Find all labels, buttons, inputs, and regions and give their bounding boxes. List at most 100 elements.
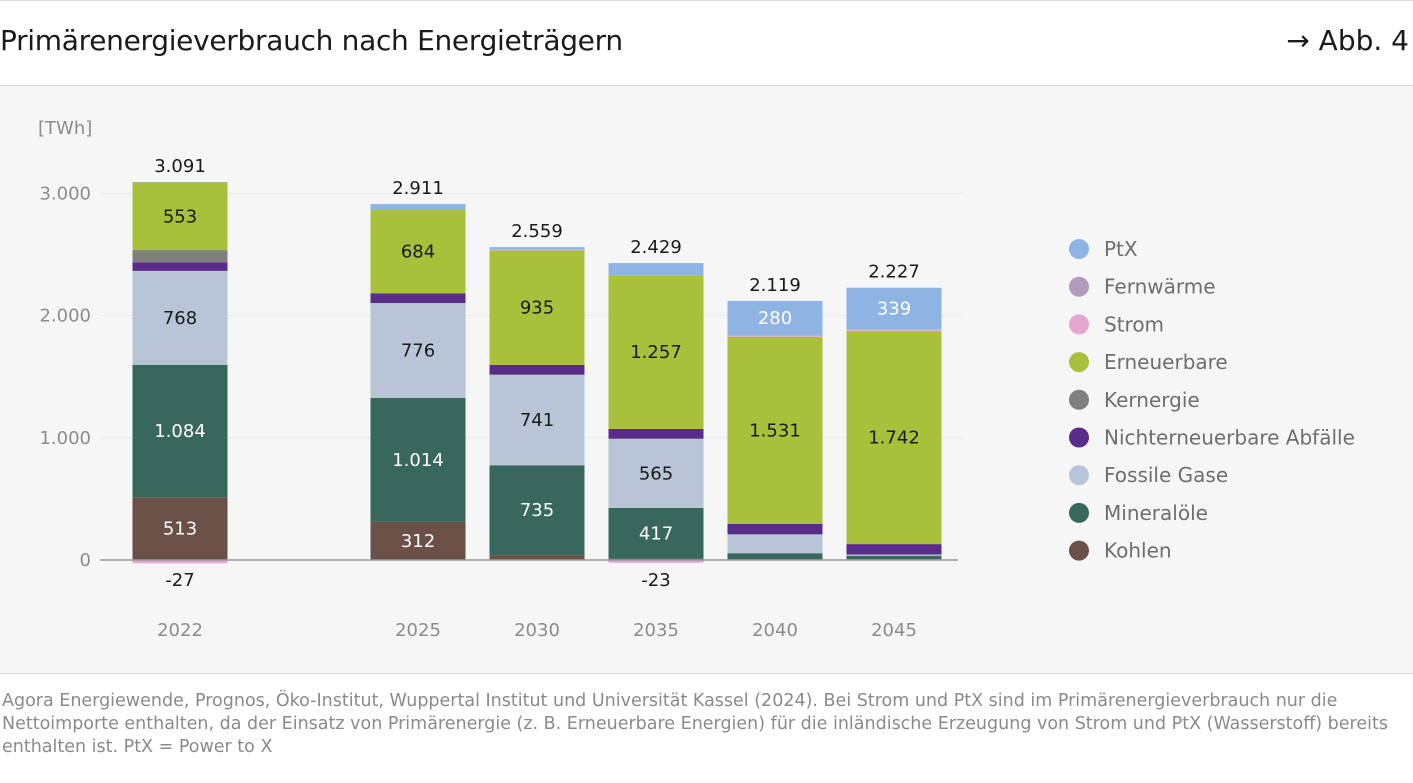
bar-segment: [846, 287, 942, 330]
x-tick-label: 2030: [514, 620, 560, 641]
x-tick-label: 2040: [752, 620, 798, 641]
bar-segment: [370, 293, 466, 304]
bar-segment: [727, 300, 823, 336]
bar-segment: [132, 270, 228, 365]
bar-segment: [846, 554, 942, 556]
x-tick-label: 2045: [871, 620, 917, 641]
legend-swatch: [1069, 465, 1089, 486]
segment-label: 553: [163, 206, 197, 227]
legend-label: Fernwärme: [1104, 275, 1216, 299]
bar-segment: [608, 507, 704, 559]
chart-panel: [0, 85, 1413, 674]
legend-swatch: [1069, 314, 1089, 335]
bar-segment: [727, 336, 823, 524]
segment-label: 1.014: [392, 450, 444, 471]
segment-label: 417: [639, 523, 673, 544]
legend-label: Mineralöle: [1104, 501, 1208, 525]
segment-label: 513: [163, 519, 197, 540]
total-label: 2.429: [630, 237, 682, 258]
legend-swatch: [1069, 427, 1089, 448]
negative-label: -23: [641, 570, 670, 591]
bar-segment: [132, 262, 228, 271]
figure-reference[interactable]: → Abb. 4: [1286, 24, 1409, 57]
segment-label: 741: [520, 410, 554, 431]
segment-label: 684: [401, 241, 435, 262]
bar-segment: [608, 560, 704, 563]
bar-segment: [727, 523, 823, 535]
segment-label: 1.742: [868, 428, 920, 449]
bar-segment: [727, 534, 823, 554]
segment-label: 1.257: [630, 342, 682, 363]
bar-segment: [489, 364, 585, 375]
bar-segment: [846, 331, 942, 545]
segment-label: 768: [163, 308, 197, 329]
segment-label: 735: [520, 500, 554, 521]
legend-swatch: [1069, 276, 1089, 297]
bar-segment: [489, 555, 585, 560]
y-tick-label: 1.000: [39, 428, 91, 449]
legend-label: Nichterneuerbare Abfälle: [1104, 426, 1355, 450]
bar-segment: [846, 544, 942, 555]
legend-swatch: [1069, 389, 1089, 410]
negative-label: -27: [165, 570, 194, 591]
legend-swatch: [1069, 540, 1089, 561]
y-tick-label: 2.000: [39, 306, 91, 327]
bar-segment: [727, 335, 823, 336]
legend-swatch: [1069, 502, 1089, 523]
bar-segment: [489, 249, 585, 251]
bar-segment: [489, 465, 585, 556]
legend-label: PtX: [1104, 237, 1138, 261]
legend-swatch: [1069, 352, 1089, 373]
segment-label: 1.531: [749, 420, 801, 441]
x-tick-label: 2035: [633, 620, 679, 641]
bar-segment: [489, 247, 585, 250]
bar-segment: [370, 204, 466, 210]
segment-label: 776: [401, 340, 435, 361]
bar-segment: [846, 329, 942, 330]
bar-segment: [370, 521, 466, 560]
bar-segment: [132, 182, 228, 251]
bar-segment: [132, 497, 228, 560]
bar-segment: [132, 364, 228, 498]
segment-label: 935: [520, 298, 554, 319]
legend-label: Strom: [1104, 312, 1164, 336]
y-tick-label: 0: [80, 550, 91, 571]
bar-segment: [727, 335, 823, 337]
legend-label: Kernergie: [1104, 388, 1200, 412]
bar-segment: [370, 397, 466, 522]
unit-label: [TWh]: [38, 118, 92, 139]
segment-label: 339: [877, 298, 911, 319]
bar-segment: [489, 250, 585, 365]
bar-segment: [132, 250, 228, 263]
legend-label: Fossile Gase: [1104, 463, 1228, 487]
x-tick-label: 2022: [157, 620, 203, 641]
legend-label: Erneuerbare: [1104, 350, 1228, 374]
bar-segment: [370, 209, 466, 294]
chart-title: Primärenergieverbrauch nach Energieträge…: [0, 24, 623, 57]
source-note: Agora Energiewende, Prognos, Öko-Institu…: [2, 691, 1388, 757]
total-label: 2.227: [868, 262, 920, 283]
y-tick-label: 3.000: [39, 183, 91, 204]
bar-segment: [846, 329, 942, 332]
segment-label: 280: [758, 308, 792, 329]
total-label: 2.911: [392, 178, 444, 199]
segment-label: 565: [639, 463, 673, 484]
segment-label: 1.084: [154, 421, 206, 442]
bar-segment: [608, 438, 704, 508]
bar-segment: [370, 303, 466, 398]
bar-segment: [489, 374, 585, 466]
bar-segment: [132, 182, 228, 183]
total-label: 2.119: [749, 275, 801, 296]
total-label: 2.559: [511, 221, 563, 242]
x-tick-label: 2025: [395, 620, 441, 641]
top-rule: [0, 0, 1413, 1]
legend-label: Kohlen: [1104, 539, 1172, 563]
bar-segment: [846, 555, 942, 560]
bar-segment: [727, 553, 823, 560]
legend-swatch: [1069, 239, 1089, 259]
bar-segment: [132, 560, 228, 564]
segment-label: 312: [401, 531, 435, 552]
total-label: 3.091: [154, 156, 206, 177]
bar-segment: [608, 263, 704, 276]
bar-segment: [608, 428, 704, 439]
